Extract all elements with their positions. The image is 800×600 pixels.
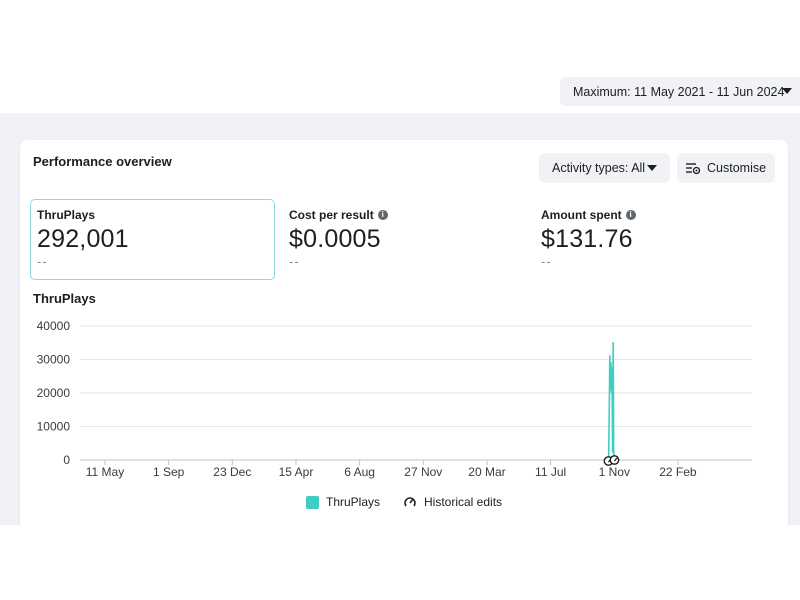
customise-label: Customise	[707, 161, 767, 175]
legend-item-thruplays[interactable]: ThruPlays	[306, 495, 380, 509]
metric-thruplays-selected[interactable]	[30, 199, 275, 280]
legend-item-historical-edits[interactable]: Historical edits	[403, 495, 502, 509]
date-range-label: Maximum: 11 May 2021 - 11 Jun 2024	[573, 84, 785, 99]
metric-label: Amount spent	[541, 208, 622, 222]
activity-types-label: Activity types: All	[552, 161, 646, 175]
historical-edits-icon	[404, 497, 416, 507]
metric-thruplays: ThruPlays 292,001 --	[37, 208, 129, 269]
metric-cost-per-result[interactable]: Cost per result i $0.0005 --	[289, 208, 388, 269]
chevron-down-icon	[647, 165, 657, 171]
chart-title: ThruPlays	[33, 291, 96, 306]
bottom-area	[0, 525, 800, 600]
chevron-down-icon	[782, 88, 792, 94]
metric-label: ThruPlays	[37, 208, 96, 222]
metric-value: $0.0005	[289, 225, 381, 253]
card-title: Performance overview	[33, 154, 172, 169]
metric-comparison: --	[289, 254, 300, 269]
metric-comparison: --	[541, 254, 552, 269]
customise-icon	[686, 163, 701, 175]
legend-swatch	[306, 495, 319, 509]
metric-amount-spent[interactable]: Amount spent i $131.76 --	[541, 208, 636, 269]
activity-types-dropdown[interactable]: Activity types: All	[539, 153, 670, 183]
metric-comparison: --	[37, 254, 48, 269]
legend-label: ThruPlays	[326, 495, 381, 509]
metric-value: $131.76	[541, 225, 633, 253]
info-icon[interactable]: i	[377, 210, 388, 220]
date-range-selector[interactable]: Maximum: 11 May 2021 - 11 Jun 2024	[560, 77, 800, 106]
customise-button[interactable]: Customise	[677, 153, 775, 183]
metric-value: 292,001	[37, 225, 129, 253]
info-icon[interactable]: i	[625, 210, 636, 220]
metric-label: Cost per result	[289, 208, 374, 222]
legend-label: Historical edits	[424, 495, 503, 509]
